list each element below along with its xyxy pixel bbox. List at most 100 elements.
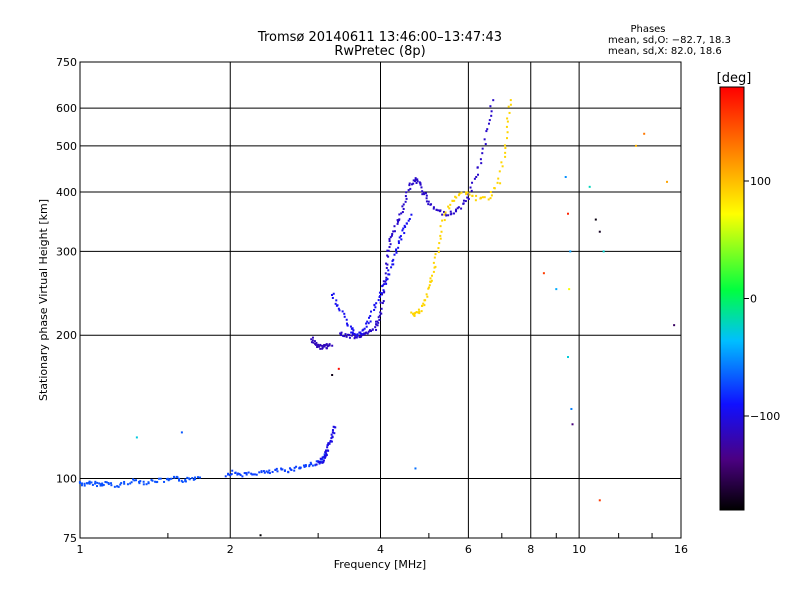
data-point (110, 484, 113, 487)
data-point (506, 120, 509, 123)
data-point (303, 465, 306, 468)
colorbar-tick-label: 0 (750, 293, 757, 306)
data-point (425, 197, 428, 200)
data-point (398, 218, 401, 221)
data-point (321, 346, 324, 349)
data-point (392, 263, 395, 266)
data-point (475, 175, 478, 178)
data-point (454, 195, 457, 198)
data-point (309, 461, 312, 464)
data-point (476, 166, 479, 169)
data-point (325, 452, 328, 455)
x-tick-label: 1 (77, 543, 84, 556)
data-point (362, 334, 365, 337)
data-point (449, 213, 452, 216)
data-point (336, 304, 339, 307)
data-point (447, 205, 450, 208)
data-point (280, 467, 283, 470)
data-point (389, 236, 392, 239)
data-point (323, 345, 326, 348)
data-point (423, 193, 426, 196)
data-point (328, 343, 331, 346)
data-point (314, 342, 317, 345)
data-point (449, 210, 452, 213)
data-point (402, 227, 405, 230)
data-point (337, 307, 340, 310)
data-point (331, 431, 334, 434)
data-point (415, 311, 418, 314)
data-point (224, 475, 227, 478)
data-point (342, 334, 345, 337)
data-point (355, 336, 358, 339)
data-point (473, 177, 476, 180)
data-point (191, 477, 194, 480)
data-point (253, 473, 256, 476)
data-point (452, 212, 455, 215)
data-point (602, 250, 605, 253)
data-point (319, 457, 322, 460)
data-point (332, 292, 335, 295)
data-point (385, 266, 388, 269)
data-point (123, 482, 126, 485)
data-point (381, 285, 384, 288)
data-point (317, 343, 320, 346)
data-point (94, 480, 97, 483)
data-point (464, 200, 467, 203)
data-point (437, 251, 440, 254)
data-point (401, 229, 404, 232)
data-point (367, 330, 370, 333)
data-point (391, 233, 394, 236)
data-point (474, 199, 477, 202)
data-point (470, 189, 473, 192)
data-points (78, 99, 676, 537)
data-point (376, 320, 379, 323)
data-point (493, 187, 496, 190)
data-point (408, 217, 411, 220)
data-point (107, 483, 110, 486)
data-point (498, 170, 501, 173)
data-point (353, 332, 356, 335)
data-point (419, 182, 422, 185)
data-point (389, 243, 392, 246)
data-point (260, 471, 263, 474)
data-point (234, 471, 237, 474)
data-point (356, 333, 359, 336)
data-point (142, 483, 145, 486)
data-point (311, 339, 314, 342)
data-point (458, 192, 461, 195)
data-point (337, 367, 340, 370)
data-point (421, 190, 424, 193)
data-point (373, 308, 376, 311)
data-point (434, 265, 437, 268)
y-tick-label: 500 (56, 140, 77, 153)
data-point (259, 534, 262, 537)
data-point (236, 473, 239, 476)
data-point (396, 222, 399, 225)
data-point (428, 284, 431, 287)
data-point (133, 479, 136, 482)
data-point (396, 219, 399, 222)
data-point (376, 324, 379, 327)
data-point (151, 479, 154, 482)
data-point (239, 473, 242, 476)
data-point (439, 237, 442, 240)
data-point (317, 345, 320, 348)
data-point (467, 197, 470, 200)
data-point (380, 292, 383, 295)
data-point (453, 199, 456, 202)
data-point (340, 331, 343, 334)
y-tick-label: 200 (56, 329, 77, 342)
x-tick-label: 2 (227, 543, 234, 556)
data-point (331, 296, 334, 299)
data-point (481, 196, 484, 199)
data-point (229, 474, 232, 477)
data-point (331, 436, 334, 439)
data-point (340, 334, 343, 337)
data-point (408, 184, 411, 187)
data-point (407, 219, 410, 222)
data-point (490, 114, 493, 117)
data-point (412, 182, 415, 185)
data-point (304, 464, 307, 467)
x-axis: 1 2 4 6 8 10 16 (77, 533, 688, 556)
data-point (88, 480, 91, 483)
